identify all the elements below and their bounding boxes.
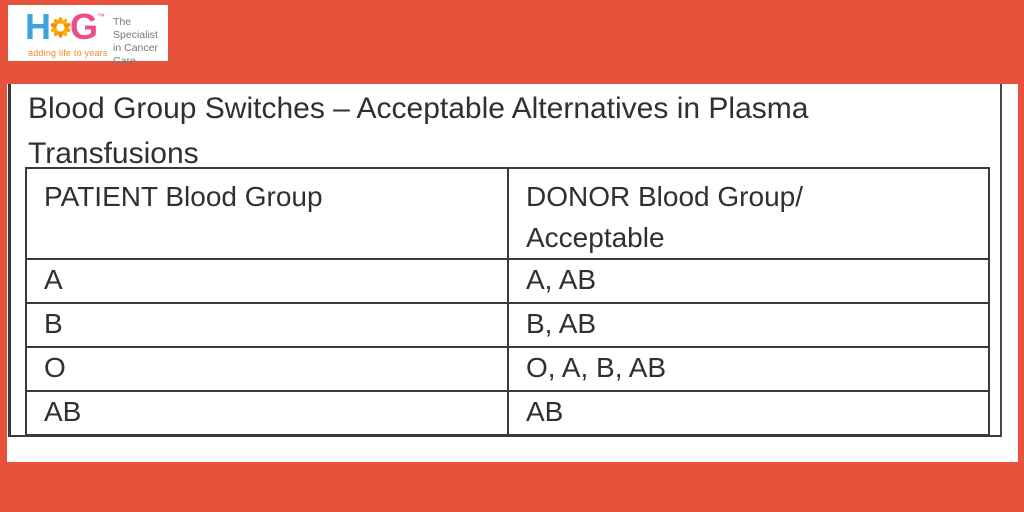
header-donor-line1: DONOR Blood Group/ [526, 181, 803, 212]
donor-cell: B, AB [507, 302, 990, 348]
hcg-logo: H G ™ The Specialist [25, 6, 168, 68]
document-title-line1: Blood Group Switches – Acceptable Altern… [28, 92, 809, 125]
trademark-symbol: ™ [97, 12, 106, 21]
donor-cell: AB [507, 390, 990, 436]
document-border-frame [8, 84, 1002, 437]
patient-cell: AB [25, 390, 509, 436]
document-title: Blood Group Switches – Acceptable Altern… [28, 86, 808, 176]
donor-cell: A, AB [507, 258, 990, 304]
logo-letter-h: H [25, 6, 51, 47]
logo-letter-g: G [70, 6, 98, 47]
logo-slogan: The Specialist in Cancer Care [113, 16, 168, 68]
donor-cell: O, A, B, AB [507, 346, 990, 392]
patient-cell: B [25, 302, 509, 348]
document-panel: Blood Group Switches – Acceptable Altern… [7, 84, 1018, 462]
header-patient-blood-group: PATIENT Blood Group [25, 167, 509, 260]
sunburst-icon [50, 17, 71, 38]
hcg-logo-card: H G ™ The Specialist [8, 5, 168, 67]
logo-slogan-line1: The Specialist [113, 16, 158, 41]
header-donor-blood-group: DONOR Blood Group/ Acceptable [507, 167, 990, 260]
document-title-line2: Transfusions [28, 137, 199, 170]
patient-cell: O [25, 346, 509, 392]
logo-tagline: adding life to years [28, 48, 108, 58]
table-row: B B, AB [25, 302, 990, 348]
header-donor-line2: Acceptable [526, 222, 665, 253]
logo-slogan-line2: in Cancer Care [113, 42, 158, 67]
table-row: O O, A, B, AB [25, 346, 990, 392]
patient-cell: A [25, 258, 509, 304]
table-row: AB AB [25, 390, 990, 436]
table-header-row: PATIENT Blood Group DONOR Blood Group/ A… [25, 167, 990, 260]
blood-group-table: PATIENT Blood Group DONOR Blood Group/ A… [25, 167, 990, 436]
table-row: A A, AB [25, 258, 990, 304]
